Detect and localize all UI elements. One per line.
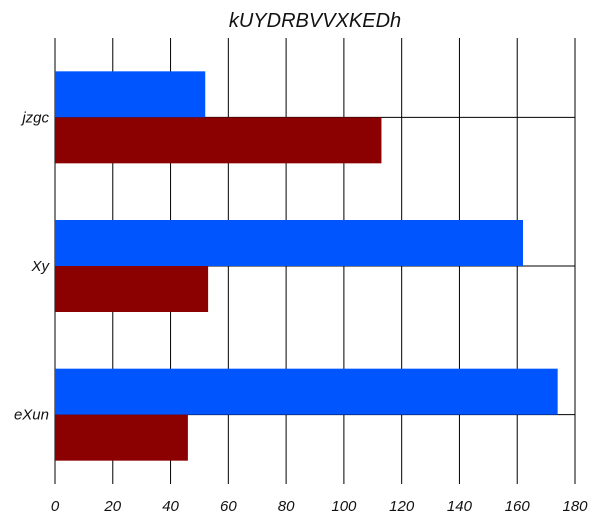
x-tick-label: 100 <box>331 498 357 515</box>
category-label: jzgc <box>20 109 49 126</box>
bar-eXun-series-1 <box>55 368 558 415</box>
bars <box>55 71 558 461</box>
x-tick-label: 40 <box>162 498 179 515</box>
x-tick-label: 160 <box>505 498 531 515</box>
y-axis-category-labels: jzgc Xy eXun <box>14 109 51 423</box>
bar-jzgc-series-1 <box>55 71 206 118</box>
x-tick-label: 140 <box>447 498 473 515</box>
x-tick-label: 180 <box>562 498 588 515</box>
x-tick-label: 20 <box>103 498 121 515</box>
bar-Xy-series-1 <box>55 220 523 266</box>
bar-eXun-series-2 <box>55 414 188 461</box>
x-axis-ticks: 0 20 40 60 80 100 120 140 160 180 <box>51 498 588 515</box>
chart-title: kUYDRBVVXKEDh <box>229 10 401 32</box>
x-tick-label: 0 <box>51 498 60 515</box>
bar-jzgc-series-2 <box>55 117 382 164</box>
bar-Xy-series-2 <box>55 266 209 312</box>
x-tick-label: 80 <box>278 498 295 515</box>
category-label: Xy <box>30 258 50 275</box>
category-label: eXun <box>14 407 49 424</box>
x-tick-label: 60 <box>220 498 237 515</box>
x-tick-label: 120 <box>389 498 415 515</box>
